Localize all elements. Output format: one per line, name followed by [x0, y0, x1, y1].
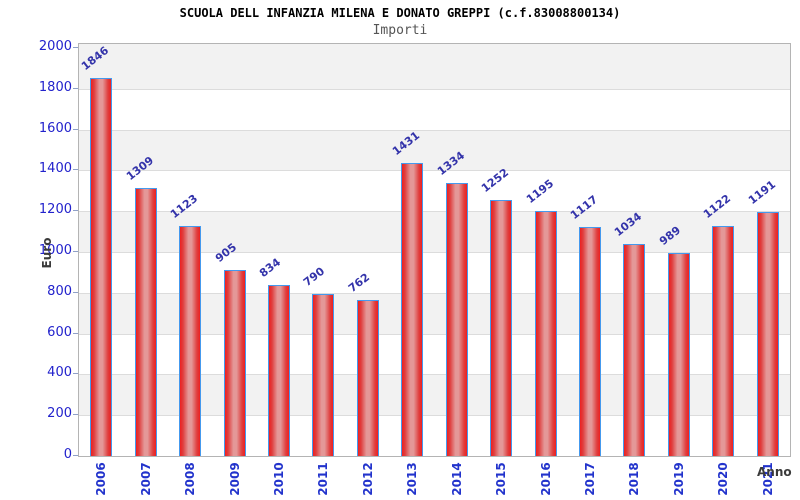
x-tick-label: 2009 [227, 462, 242, 496]
bar [312, 294, 335, 456]
y-tick-label: 400 [47, 365, 72, 381]
bar-value-label: 1191 [745, 177, 778, 207]
y-tick-label: 1600 [38, 120, 72, 136]
bars-row: 1846 2006 1309 2007 1123 2008 905 2009 834 2010 79… [79, 43, 790, 496]
y-tick-mark [73, 332, 78, 334]
bar [490, 200, 513, 456]
y-tick-mark [73, 414, 78, 416]
bar [401, 163, 424, 456]
bar-slot: 1191 2021 [745, 44, 790, 496]
bar [579, 227, 602, 456]
y-tick-mark [73, 128, 78, 130]
y-axis-label: Euro [40, 237, 54, 269]
bar-slot: 905 2009 [212, 44, 256, 496]
y-tick-mark [73, 210, 78, 212]
bar-value-label: 790 [301, 264, 328, 289]
bar-slot: 790 2011 [301, 44, 345, 496]
bar [756, 212, 779, 456]
bar-slot: 834 2010 [256, 44, 301, 496]
bar-slot: 989 2019 [656, 44, 701, 496]
y-tick-mark [73, 251, 78, 252]
x-axis-label: Anno [757, 465, 792, 479]
bar-value-label: 834 [256, 255, 284, 280]
x-tick-label: 2020 [716, 462, 731, 496]
bar [267, 285, 290, 456]
grid-band [79, 44, 790, 89]
bar-value-label: 1334 [434, 148, 467, 178]
bar-slot: 1431 2013 [390, 44, 434, 496]
x-tick-label: 2019 [671, 462, 686, 496]
bar-value-label: 1252 [479, 165, 512, 195]
y-tick-mark [73, 87, 78, 89]
bar-value-label: 1034 [612, 209, 645, 239]
bar-value-label: 1123 [168, 191, 201, 221]
y-tick-label: 200 [47, 406, 72, 422]
bar [90, 78, 113, 456]
y-tick-mark [73, 373, 78, 375]
bar-slot: 1252 2015 [479, 44, 523, 496]
x-tick-label: 2013 [405, 462, 420, 496]
bar-value-label: 1122 [701, 191, 734, 221]
bar-slot: 762 2012 [345, 44, 390, 496]
bar [534, 211, 557, 456]
x-tick-label: 2012 [360, 462, 375, 496]
bar-value-label: 1117 [568, 192, 601, 222]
bar-slot: 1034 2018 [612, 44, 656, 496]
x-tick-label: 2008 [183, 462, 198, 496]
bar [667, 253, 690, 456]
bar [179, 226, 202, 456]
x-tick-label: 2006 [94, 462, 109, 496]
y-tick-label: 0 [63, 447, 72, 462]
bar [134, 188, 157, 456]
y-tick-label: 2000 [38, 39, 72, 54]
bar-slot: 1122 2020 [701, 44, 745, 496]
bar [223, 270, 246, 456]
bar-value-label: 1431 [390, 128, 423, 158]
x-tick-label: 2014 [449, 462, 464, 496]
plot-area: 1846 2006 1309 2007 1123 2008 905 2009 834 2010 79… [78, 43, 791, 496]
y-tick-label: 1200 [38, 202, 72, 218]
bar-slot: 1117 2017 [568, 44, 612, 496]
y-tick-label: 1000 [38, 243, 72, 258]
x-tick-label: 2016 [538, 462, 553, 496]
bar-value-label: 762 [345, 270, 372, 295]
grid-band [79, 88, 790, 130]
x-tick-label: 2017 [583, 462, 598, 496]
chart-subtitle: Importi [372, 23, 428, 38]
x-tick-label: 2007 [138, 462, 153, 496]
bar-slot: 1123 2008 [168, 44, 212, 496]
bar [356, 300, 379, 456]
bar-value-label: 905 [212, 240, 239, 265]
y-tick-mark [73, 169, 78, 171]
y-tick-label: 1800 [38, 79, 72, 95]
bar-value-label: 1309 [123, 153, 156, 183]
bar [445, 183, 468, 456]
y-tick-label: 800 [47, 283, 72, 299]
x-tick-label: 2018 [627, 462, 642, 496]
bar-slot: 1309 2007 [123, 44, 167, 496]
bar-slot: 1195 2016 [523, 44, 567, 496]
y-tick-mark [73, 291, 78, 293]
bar-value-label: 989 [656, 223, 684, 248]
chart-title: SCUOLA DELL INFANZIA MILENA E DONATO GRE… [179, 6, 621, 20]
bar-value-label: 1195 [523, 176, 556, 206]
y-tick-mark [73, 47, 78, 48]
y-tick-mark [73, 455, 78, 456]
bar [623, 244, 646, 456]
bar-value-label: 1846 [79, 43, 112, 73]
y-tick-label: 1400 [38, 161, 72, 177]
bar [712, 226, 735, 456]
x-tick-label: 2011 [316, 462, 331, 496]
grid-band [79, 170, 790, 212]
bar-slot: 1846 2006 [79, 43, 123, 496]
x-tick-label: 2010 [271, 462, 286, 496]
x-tick-label: 2015 [494, 462, 509, 496]
bar-slot: 1334 2014 [434, 44, 479, 496]
y-tick-label: 600 [47, 324, 72, 340]
grid-band [79, 129, 790, 171]
